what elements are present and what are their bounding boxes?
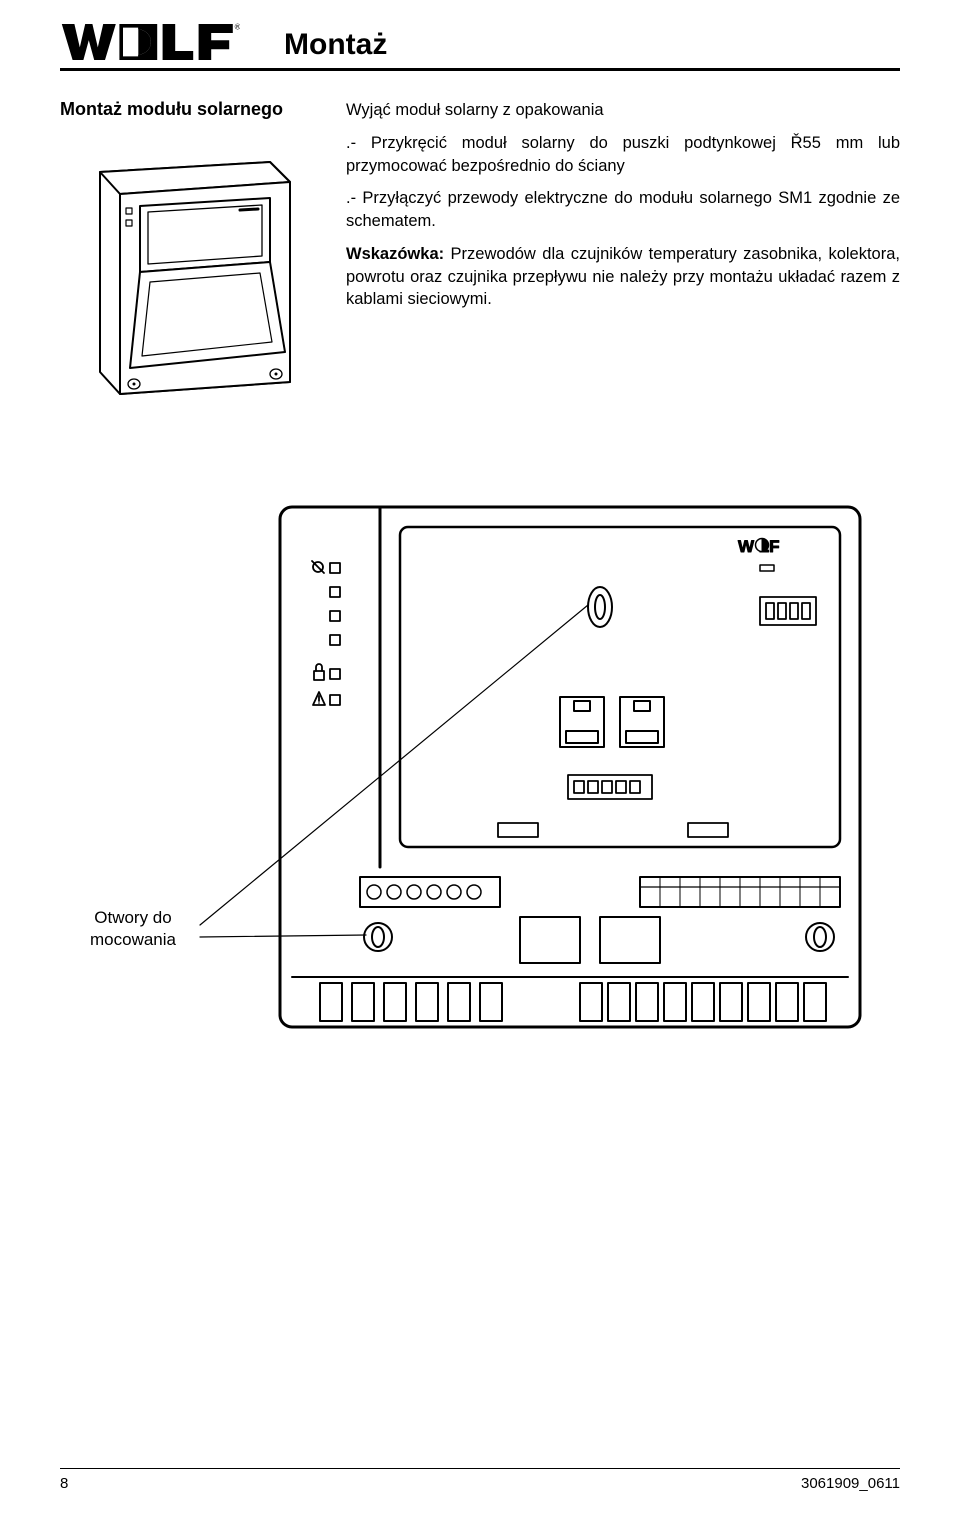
paragraph-3: .- Przyłączyć przewody elektryczne do mo… (346, 187, 900, 233)
page-header: ® Montaż (60, 20, 900, 71)
page-number: 8 (60, 1475, 68, 1492)
module-isometric-figure (60, 132, 340, 437)
section-title: Montaż modułu solarnego (60, 99, 340, 120)
page-footer: 8 3061909_0611 (60, 1468, 900, 1492)
paragraph-hint: Wskazówka: Przewodów dla czujników tempe… (346, 243, 900, 311)
paragraph-1: Wyjąć moduł solarny z opakowania (346, 99, 900, 122)
callout-line1: Otwory do mocowania (90, 908, 176, 949)
svg-text:®: ® (235, 22, 240, 31)
callout-mounting-holes: Otwory do mocowania (90, 907, 176, 951)
wolf-logo: ® (60, 20, 260, 64)
body-text: Wyjąć moduł solarny z opakowania .- Przy… (340, 99, 900, 437)
paragraph-2: .- Przykręcić moduł solarny do puszki po… (346, 132, 900, 178)
hint-label: Wskazówka: (346, 245, 444, 263)
mounting-diagram: W LF (60, 487, 900, 1107)
page-title: Montaż (284, 28, 387, 62)
doc-ref: 3061909_0611 (801, 1475, 900, 1492)
